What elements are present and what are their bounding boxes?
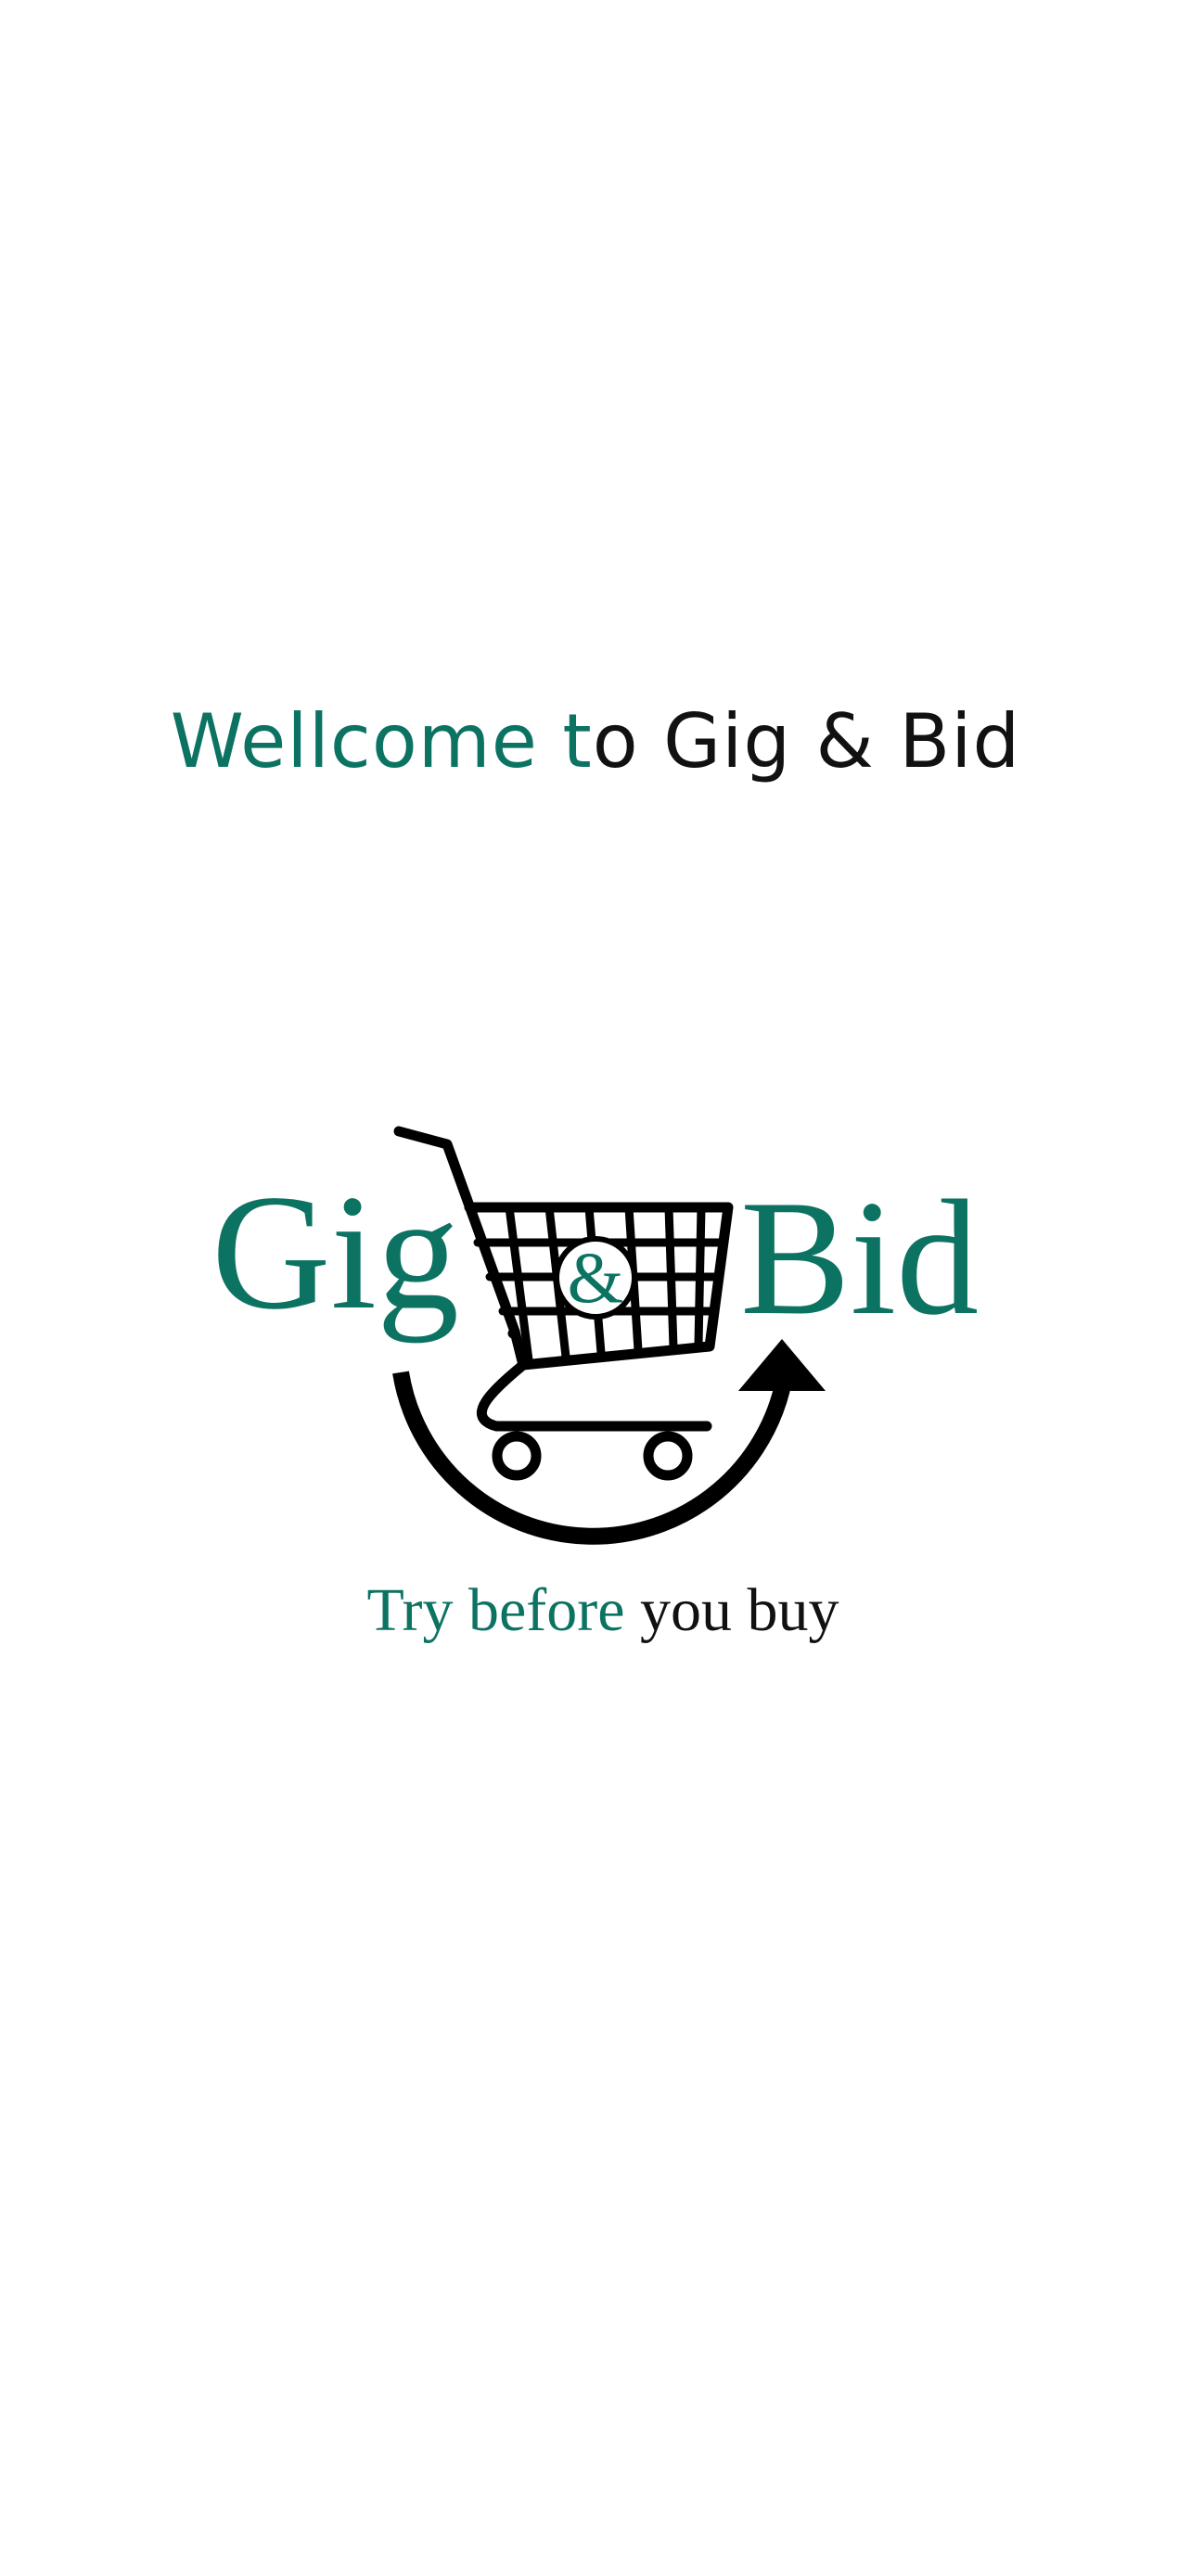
tagline-accent: Try before (366, 1576, 624, 1644)
welcome-heading: Wellcome to Gig & Bid (0, 691, 1191, 793)
welcome-heading-accent: Wellcome t (170, 698, 593, 784)
brand-logo: Gig Bid (186, 1094, 1020, 1669)
ampersand-badge (554, 1236, 637, 1320)
logo-tagline: Try before you buy (366, 1576, 839, 1644)
shopping-cart-icon (393, 1126, 734, 1481)
logo-word-gig: Gig (211, 1160, 459, 1344)
tagline-rest: you buy (625, 1576, 839, 1644)
welcome-heading-rest: o Gig & Bid (592, 698, 1021, 784)
curved-arrow-icon (392, 1339, 826, 1545)
brand-logo-graphic: Gig Bid (211, 1126, 979, 1644)
logo-word-bid: Bid (740, 1166, 979, 1349)
logo-ampersand: & (568, 1237, 624, 1318)
